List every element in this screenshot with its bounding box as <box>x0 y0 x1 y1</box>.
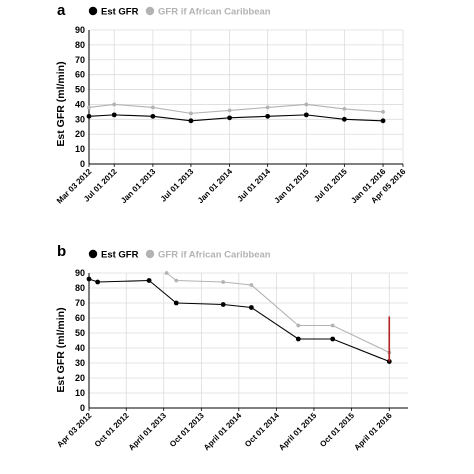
data-point-gfr-if-african-caribbean <box>189 111 193 116</box>
data-point-gfr-if-african-caribbean <box>87 105 91 110</box>
data-point-est-gfr <box>265 113 271 119</box>
y-tick-label: 50 <box>75 85 85 95</box>
x-tick-label: Oct 01 2013 <box>168 411 206 449</box>
y-tick-label: 50 <box>75 328 85 338</box>
y-tick-label: 0 <box>80 403 85 413</box>
data-point-est-gfr <box>248 305 254 310</box>
data-point-est-gfr <box>146 278 152 283</box>
y-axis-label-b: Est GFR (ml/min) <box>55 307 67 392</box>
y-tick-label: 90 <box>75 268 85 278</box>
y-tick-label: 60 <box>75 70 85 80</box>
data-point-est-gfr <box>86 276 92 282</box>
y-tick-label: 60 <box>75 313 85 323</box>
panel-letter-a: a <box>57 2 66 19</box>
y-tick-label: 80 <box>75 283 85 293</box>
legend-label-gfr-african-caribbean: GFR if African Caribbean <box>158 7 271 18</box>
x-tick-label: Jul 01 2014 <box>236 167 273 204</box>
data-point-est-gfr <box>330 336 336 342</box>
data-point-gfr-if-african-caribbean <box>221 280 226 284</box>
y-tick-label: 40 <box>75 99 85 109</box>
x-tick-label: April 01 2016 <box>352 411 394 453</box>
y-tick-label: 10 <box>75 144 85 154</box>
panel-b: b Est GFR GFR if African Caribbean Est G… <box>55 243 408 452</box>
legend-marker-est-gfr <box>88 249 98 259</box>
data-point-est-gfr <box>295 336 301 342</box>
y-tick-label: 20 <box>75 129 85 139</box>
x-tick-label: Oct 01 2012 <box>93 411 131 449</box>
data-point-est-gfr <box>188 118 194 124</box>
data-point-gfr-if-african-caribbean <box>112 102 117 107</box>
series-line-gfr-if-african-caribbean <box>166 272 390 353</box>
legend-a: Est GFR GFR if African Caribbean <box>88 6 271 18</box>
data-point-est-gfr <box>111 112 117 118</box>
data-point-est-gfr <box>303 112 309 118</box>
x-tick-label: Jul 01 2013 <box>159 167 196 204</box>
data-point-est-gfr <box>95 279 101 285</box>
legend-label-est-gfr: Est GFR <box>101 7 139 18</box>
x-tick-label: Oct 01 2015 <box>318 411 356 449</box>
y-tick-label: 10 <box>75 388 85 398</box>
data-point-est-gfr <box>150 113 156 119</box>
y-axis-label-a: Est GFR (ml/min) <box>55 61 67 146</box>
x-tick-label: Jul 01 2015 <box>312 167 349 204</box>
x-tick-label: April 01 2014 <box>202 411 244 453</box>
data-point-est-gfr <box>341 116 347 122</box>
data-point-gfr-if-african-caribbean <box>227 108 232 113</box>
x-tick-label: April 01 2013 <box>127 411 169 453</box>
legend-b: Est GFR GFR if African Caribbean <box>88 249 271 261</box>
data-point-gfr-if-african-caribbean <box>249 283 254 287</box>
data-point-est-gfr <box>227 115 233 121</box>
x-tick-label: Jan 01 2015 <box>273 167 312 206</box>
y-tick-label: 70 <box>75 298 85 308</box>
data-point-gfr-if-african-caribbean <box>164 271 169 275</box>
y-tick-label: 70 <box>75 55 85 65</box>
data-point-gfr-if-african-caribbean <box>342 107 347 111</box>
data-point-gfr-if-african-caribbean <box>174 278 179 283</box>
y-tick-label: 40 <box>75 343 85 353</box>
data-point-est-gfr <box>86 113 92 119</box>
data-point-gfr-if-african-caribbean <box>381 109 385 114</box>
data-point-gfr-if-african-caribbean <box>304 102 309 107</box>
panel-letter-b: b <box>57 243 66 260</box>
y-tick-label: 80 <box>75 40 85 50</box>
legend-marker-est-gfr <box>88 6 98 16</box>
legend-label-gfr-african-caribbean: GFR if African Caribbean <box>158 250 271 261</box>
y-tick-label: 20 <box>75 373 85 383</box>
legend-marker-gfr-african-caribbean <box>145 6 155 16</box>
legend-marker-gfr-african-caribbean <box>145 249 155 259</box>
data-point-est-gfr <box>380 118 386 124</box>
x-tick-label: Jan 01 2014 <box>196 167 235 206</box>
x-tick-label: Oct 01 2014 <box>243 411 281 449</box>
data-point-gfr-if-african-caribbean <box>330 323 335 328</box>
data-point-est-gfr <box>220 302 226 307</box>
x-tick-label: Apr 03 2012 <box>55 411 94 450</box>
data-point-gfr-if-african-caribbean <box>296 323 301 328</box>
panel-a: a Est GFR GFR if African Caribbean Est G… <box>55 2 408 205</box>
y-tick-label: 90 <box>75 25 85 35</box>
x-tick-label: Jan 01 2013 <box>119 167 158 206</box>
series-line-gfr-if-african-caribbean <box>88 103 384 114</box>
data-point-gfr-if-african-caribbean <box>265 105 270 110</box>
series-line-est-gfr <box>88 114 384 122</box>
data-point-gfr-if-african-caribbean <box>150 105 155 110</box>
y-tick-label: 30 <box>75 114 85 124</box>
y-tick-label: 0 <box>80 159 85 169</box>
data-point-est-gfr <box>173 300 179 306</box>
legend-label-est-gfr: Est GFR <box>101 250 139 261</box>
x-tick-label: April 01 2015 <box>277 411 319 453</box>
y-tick-label: 30 <box>75 358 85 368</box>
